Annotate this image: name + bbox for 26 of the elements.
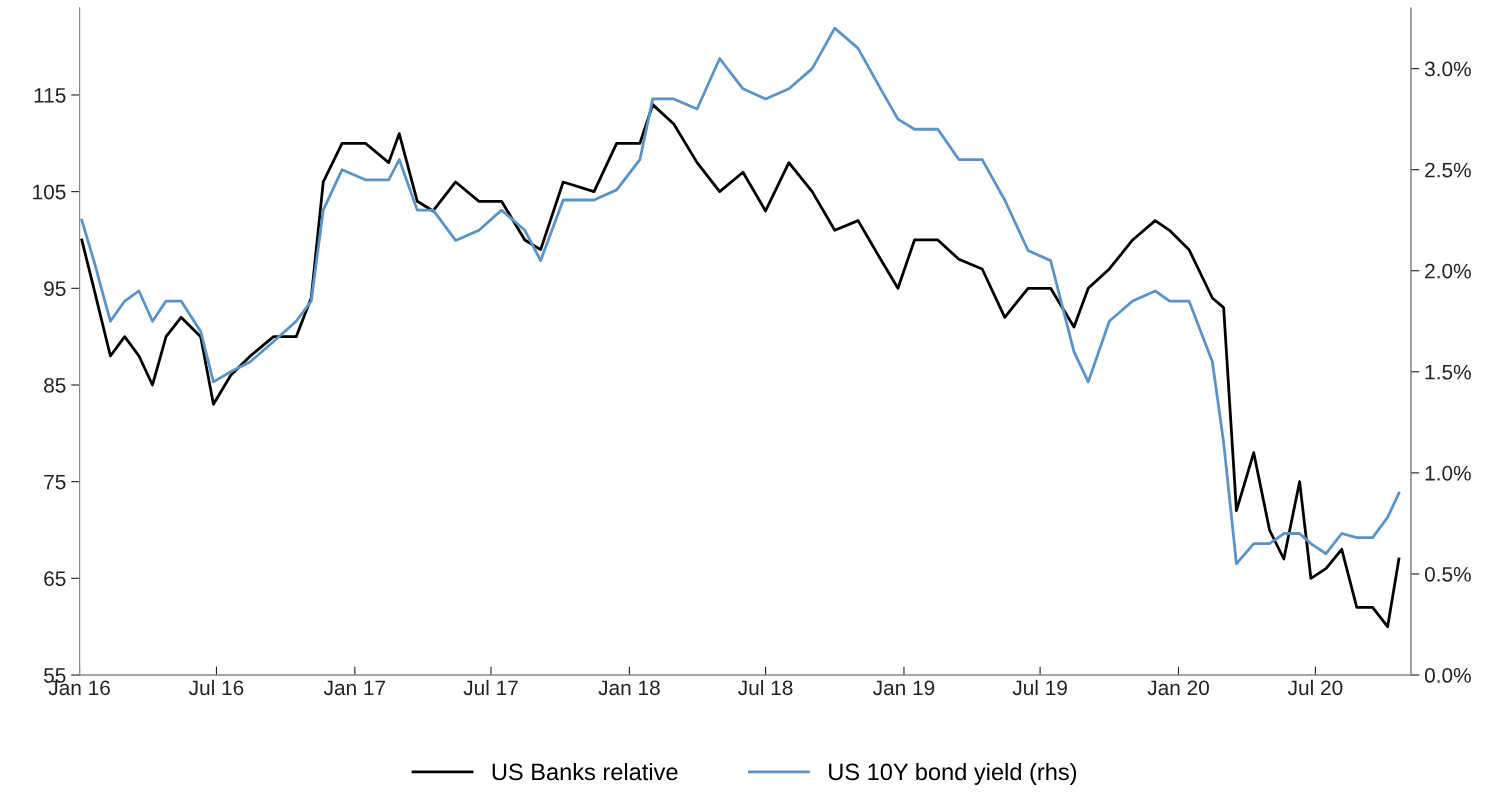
x-tick-label: Jan 17: [323, 680, 386, 696]
x-tick-label: Jul 18: [738, 679, 793, 696]
x-tick-label: Jul 19: [1012, 679, 1067, 696]
y-tick-label: 75: [44, 474, 66, 490]
y-tick-label: 115: [34, 88, 66, 103]
line-series: [80, 26, 1401, 566]
y-tick-label: 65: [44, 571, 66, 587]
y2-tick-label: 1.0%: [1425, 465, 1471, 481]
y2-tick-label: 2.5%: [1425, 162, 1471, 178]
x-tick-label: Jul 16: [188, 679, 244, 696]
legend-label: US Banks relative: [492, 762, 678, 781]
x-tick-label: Jan 19: [873, 680, 935, 696]
y-tick-label: 85: [44, 377, 66, 393]
line-series: [80, 103, 1401, 629]
y2-tick-label: 0.5%: [1424, 566, 1471, 582]
y2-tick-label: 0.0%: [1424, 668, 1471, 683]
y-tick-label: 105: [33, 184, 66, 200]
y2-tick-label: 1.5%: [1425, 364, 1471, 380]
y2-tick-label: 2.0%: [1425, 263, 1471, 279]
x-tick-label: Jan 20: [1147, 680, 1209, 696]
y-tick-label: 95: [44, 281, 66, 297]
x-tick-label: Jul 20: [1287, 679, 1343, 696]
y2-tick-label: 3.0%: [1424, 61, 1471, 77]
x-tick-label: Jan 18: [598, 680, 660, 696]
x-tick-label: Jul 17: [463, 679, 518, 696]
legend-label: US 10Y bond yield (rhs): [829, 762, 1077, 785]
